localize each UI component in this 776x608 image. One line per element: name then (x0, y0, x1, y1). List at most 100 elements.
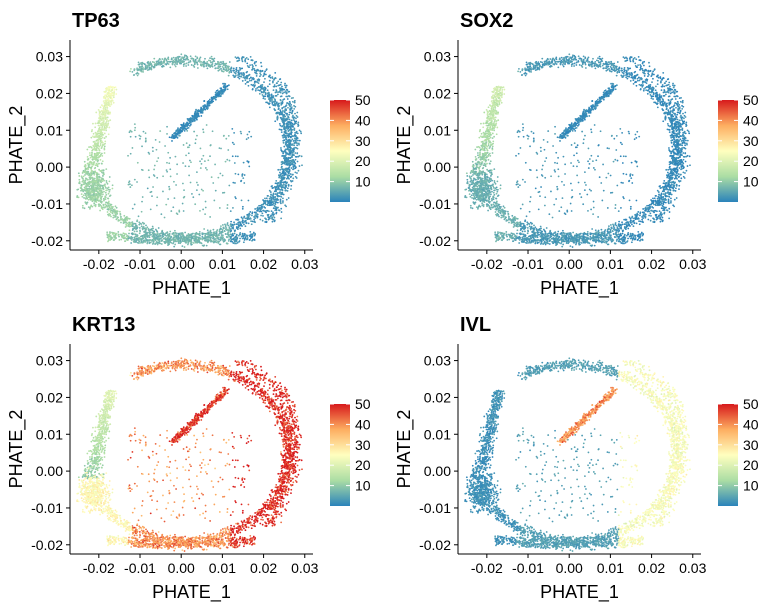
data-point (225, 69, 228, 72)
data-point (118, 239, 121, 241)
data-point (279, 199, 282, 202)
data-point (282, 177, 285, 180)
data-point (107, 188, 110, 191)
data-point (209, 239, 212, 242)
data-point (84, 171, 87, 174)
data-point (608, 225, 610, 228)
data-point (296, 144, 299, 147)
data-point (290, 130, 293, 133)
data-point (294, 112, 296, 115)
data-point (105, 90, 107, 92)
data-point (92, 122, 94, 125)
colorbar-label: 50 (355, 92, 371, 108)
data-point (84, 192, 86, 195)
data-point (259, 75, 261, 78)
data-point (134, 135, 137, 138)
data-point (111, 212, 114, 215)
data-point (183, 189, 185, 192)
data-point (289, 150, 292, 153)
data-point (250, 79, 253, 82)
data-point (92, 161, 95, 164)
data-point (239, 227, 242, 230)
data-point (178, 209, 181, 212)
data-point (211, 61, 214, 63)
data-point (620, 67, 623, 70)
data-point (248, 165, 251, 168)
data-point (103, 105, 106, 108)
data-point (96, 143, 99, 146)
data-point (244, 236, 247, 238)
data-point (240, 75, 243, 78)
data-point (225, 67, 228, 70)
data-point (89, 184, 92, 187)
data-point (281, 85, 283, 88)
data-point (138, 232, 141, 235)
data-point (274, 203, 277, 206)
data-point (111, 207, 114, 210)
data-point (198, 59, 201, 62)
data-point (131, 224, 134, 227)
data-point (141, 61, 144, 64)
data-point (83, 181, 86, 183)
data-point (277, 93, 279, 96)
data-point (108, 176, 111, 178)
data-point (228, 234, 230, 236)
data-point (220, 225, 222, 228)
data-point (143, 63, 146, 66)
data-point (152, 66, 155, 69)
data-point (275, 211, 278, 214)
data-point (245, 56, 248, 59)
data-point (102, 111, 104, 114)
data-point (97, 152, 99, 155)
data-point (222, 236, 224, 239)
data-point (204, 167, 207, 169)
data-point (256, 69, 258, 72)
data-point (144, 227, 147, 230)
data-point (217, 240, 220, 243)
data-point (293, 144, 296, 147)
data-point (284, 86, 287, 89)
data-point (177, 238, 180, 240)
data-point (289, 102, 292, 105)
data-point (281, 201, 284, 204)
data-point (241, 219, 244, 222)
data-point (107, 87, 110, 90)
data-point (253, 239, 256, 241)
data-point (279, 88, 282, 91)
data-point (218, 232, 221, 235)
data-point (223, 89, 226, 92)
data-point (90, 136, 93, 139)
data-point (90, 180, 92, 183)
data-point (127, 181, 130, 184)
data-point (204, 200, 207, 203)
data-point (169, 156, 172, 159)
data-point (228, 70, 231, 73)
data-point (202, 108, 205, 110)
data-point (195, 189, 198, 192)
data-point (223, 238, 226, 241)
data-point (280, 217, 283, 220)
data-point (194, 236, 197, 239)
data-point (122, 237, 125, 240)
data-point (272, 192, 275, 195)
data-point (82, 179, 85, 182)
data-point (174, 61, 177, 64)
data-point (246, 216, 249, 218)
data-point (93, 144, 96, 147)
data-point (283, 98, 286, 100)
data-point (175, 184, 177, 186)
data-point (110, 205, 113, 208)
data-point (260, 65, 263, 68)
data-point (287, 134, 289, 137)
data-point (140, 66, 143, 68)
data-point (240, 223, 243, 226)
data-point (204, 239, 207, 242)
data-point (264, 91, 267, 94)
data-point (84, 179, 87, 182)
data-point (222, 68, 225, 71)
data-point (254, 217, 257, 219)
data-point (202, 61, 204, 64)
data-point (293, 161, 296, 164)
data-point (200, 107, 203, 110)
data-point (120, 215, 122, 218)
